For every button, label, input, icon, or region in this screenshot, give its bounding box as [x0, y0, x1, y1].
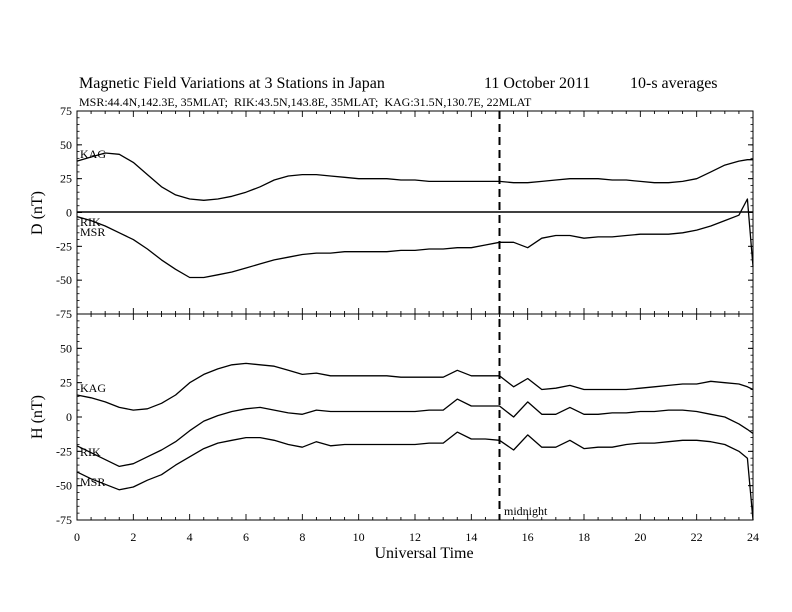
top-ytick-label: -75: [56, 307, 72, 321]
xtick-label: 12: [409, 530, 421, 544]
top-label-msr: MSR: [80, 225, 105, 239]
top-series-group: [76, 152, 754, 279]
xtick-label: 6: [243, 530, 249, 544]
xtick-label: 22: [691, 530, 703, 544]
xtick-label: 2: [130, 530, 136, 544]
bottom-label-msr: MSR: [80, 475, 105, 489]
xtick-label: 24: [747, 530, 759, 544]
bottom-label-rik: RIK: [80, 445, 101, 459]
top-ytick-label: 75: [60, 104, 72, 118]
midnight-label: midnight: [504, 504, 548, 518]
chart-title: Magnetic Field Variations at 3 Stations …: [79, 75, 385, 92]
bottom-label-kag: KAG: [80, 381, 106, 395]
station-info: MSR:44.4N,142.3E, 35MLAT; RIK:43.5N,143.…: [79, 95, 532, 109]
bottom-series-kag: [76, 362, 754, 411]
top-y-ticks: 75 50 25 0 -25 -50 -75: [56, 104, 753, 321]
x-axis-title: Universal Time: [374, 545, 473, 562]
bottom-ytick-label: -50: [56, 479, 72, 493]
bottom-ytick-label: 25: [60, 376, 72, 390]
xtick-label: 18: [578, 530, 590, 544]
bottom-ytick-label: -75: [56, 513, 72, 527]
bottom-ytick-label: 50: [60, 341, 72, 355]
bottom-panel-frame: [76, 313, 754, 521]
bottom-ytick-label: -25: [56, 444, 72, 458]
chart-date: 11 October 2011: [484, 75, 590, 92]
top-ytick-label: 25: [60, 172, 72, 186]
xtick-label: 0: [74, 530, 80, 544]
chart-averaging: 10-s averages: [630, 75, 718, 92]
xtick-label: 4: [187, 530, 193, 544]
xtick-label: 20: [634, 530, 646, 544]
top-series-msr: [76, 198, 754, 279]
bottom-y-ticks: 50 25 0 -25 -50 -75: [56, 313, 753, 527]
bottom-ytick-label: 0: [66, 410, 72, 424]
bottom-series-group: [76, 362, 754, 521]
bottom-series-rik: [76, 398, 754, 468]
xtick-label: 16: [522, 530, 534, 544]
xtick-label: 10: [353, 530, 365, 544]
bottom-y-axis-title: H (nT): [29, 395, 46, 439]
top-ytick-label: -25: [56, 239, 72, 253]
bottom-series-msr: [76, 431, 754, 521]
top-label-rik: RIK: [80, 215, 101, 229]
xtick-label: 14: [465, 530, 477, 544]
top-ytick-label: 0: [66, 206, 72, 220]
top-label-kag: KAG: [80, 147, 106, 161]
top-ytick-label: -50: [56, 273, 72, 287]
top-ytick-label: 50: [60, 138, 72, 152]
top-series-kag: [76, 152, 753, 201]
top-y-axis-title: D (nT): [29, 191, 46, 235]
x-ticks: 0 2 4 6 8 10 12 14 16 18 20 22 24: [74, 111, 759, 544]
xtick-label: 8: [299, 530, 305, 544]
